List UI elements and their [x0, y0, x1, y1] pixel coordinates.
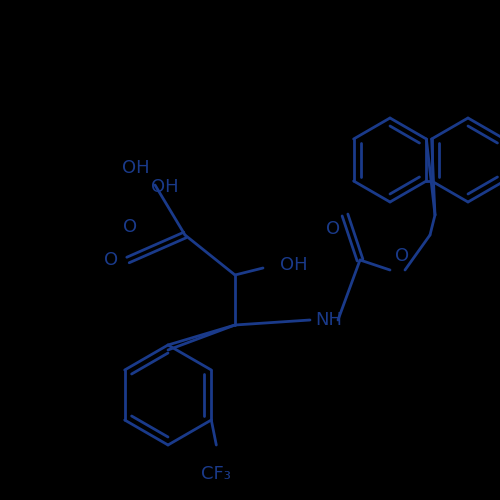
Text: OH: OH	[151, 178, 179, 196]
Text: OH: OH	[122, 159, 150, 177]
Text: OH: OH	[280, 256, 307, 274]
Text: NH: NH	[315, 311, 342, 329]
Text: O: O	[395, 247, 409, 265]
Text: O: O	[104, 251, 118, 269]
Text: O: O	[326, 220, 340, 238]
Text: CF₃: CF₃	[202, 465, 231, 483]
Text: O: O	[123, 218, 137, 236]
